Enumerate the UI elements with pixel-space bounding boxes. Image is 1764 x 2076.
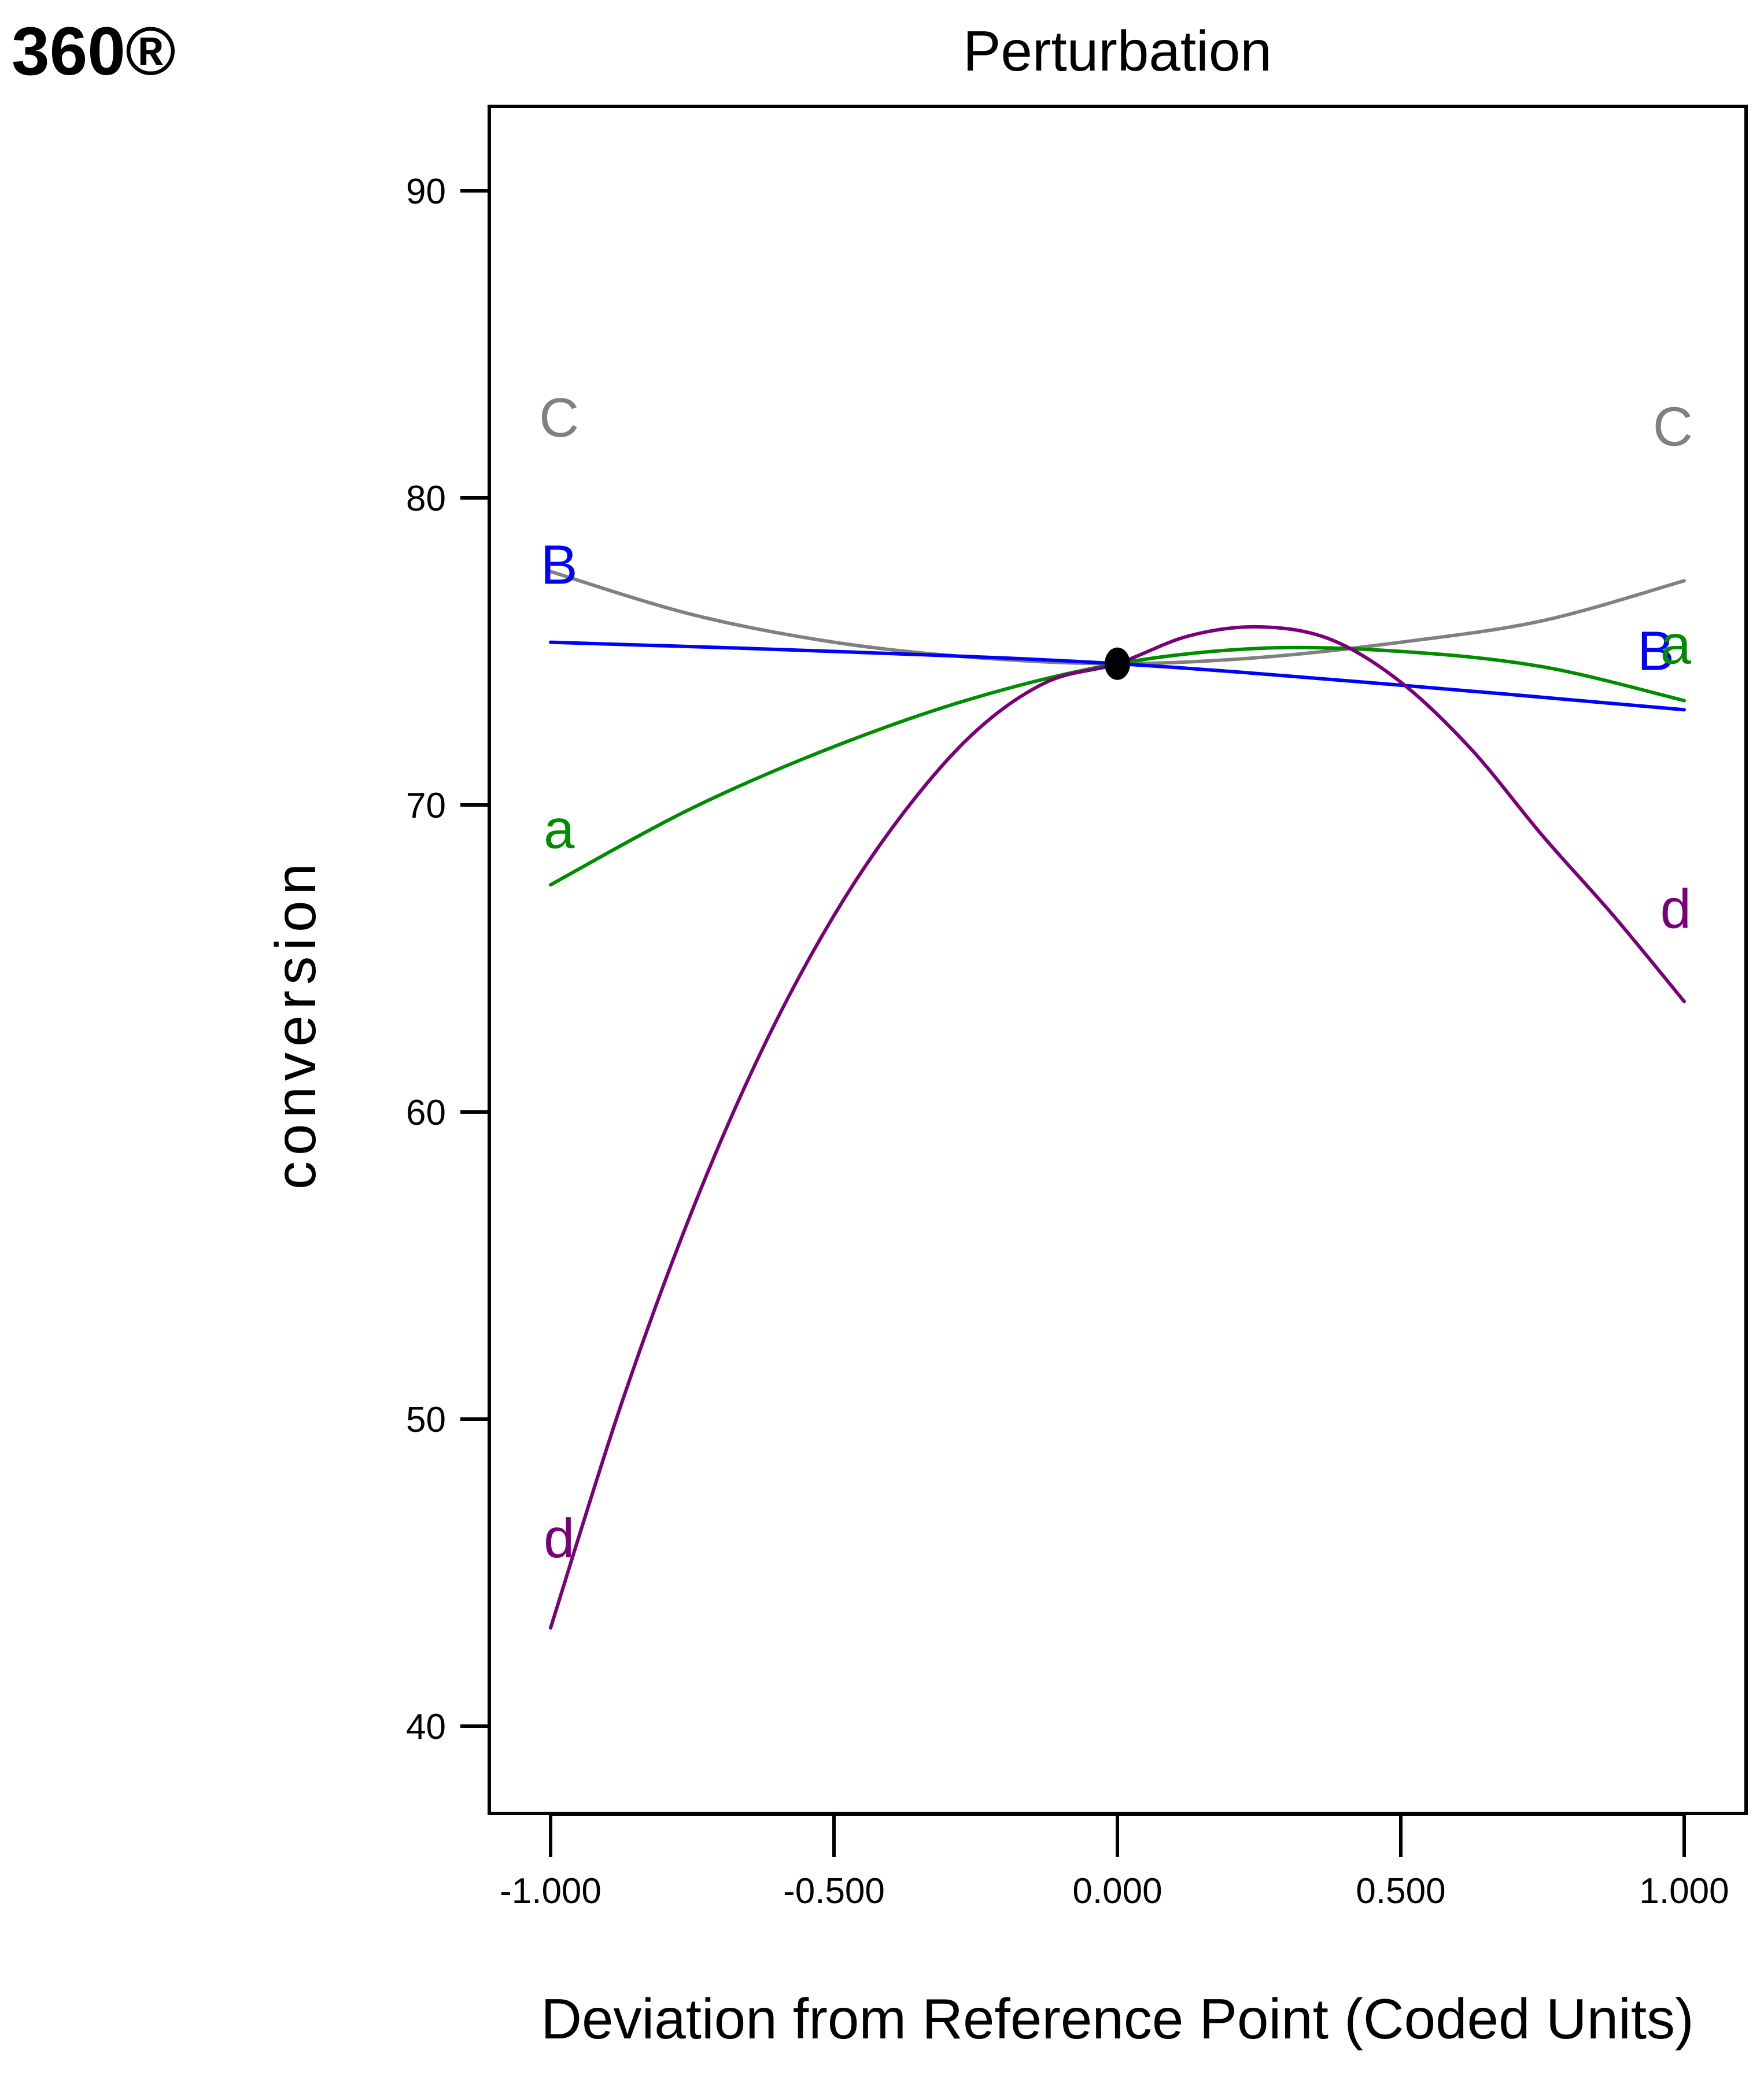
y-tick-label: 50 — [406, 1400, 446, 1440]
series-label-d-right: d — [1660, 878, 1691, 940]
y-tick-label: 80 — [406, 479, 446, 519]
series-label-d-left: d — [544, 1508, 574, 1569]
x-tick-label: 1.000 — [1639, 1871, 1729, 1911]
series-label-B-left: B — [541, 534, 578, 596]
y-tick-label: 40 — [406, 1707, 446, 1747]
series-label-C-left: C — [539, 387, 579, 449]
x-tick-label: 0.500 — [1356, 1871, 1445, 1911]
series-label-C-right: C — [1653, 396, 1693, 458]
x-tick-label: -1.000 — [500, 1871, 601, 1911]
reference-point-marker — [1105, 647, 1130, 680]
y-tick-label: 70 — [406, 786, 446, 826]
series-label-a-left: a — [544, 798, 575, 860]
y-tick-label: 60 — [406, 1093, 446, 1133]
y-axis-title: conversion — [264, 858, 327, 1190]
y-tick-label: 90 — [406, 172, 446, 212]
plot-frame — [488, 105, 1748, 1815]
chart-title: Perturbation — [963, 19, 1272, 83]
series-line-d — [549, 625, 1686, 1630]
series-label-a-right: a — [1660, 614, 1692, 676]
x-tick-label: -0.500 — [783, 1871, 885, 1911]
brand-logo: 360® — [12, 13, 176, 90]
series-line-a — [549, 645, 1686, 887]
x-axis-title: Deviation from Reference Point (Coded Un… — [541, 1987, 1694, 2051]
series-label-B-right: B — [1637, 620, 1674, 682]
x-tick-label: 0.000 — [1072, 1871, 1162, 1911]
